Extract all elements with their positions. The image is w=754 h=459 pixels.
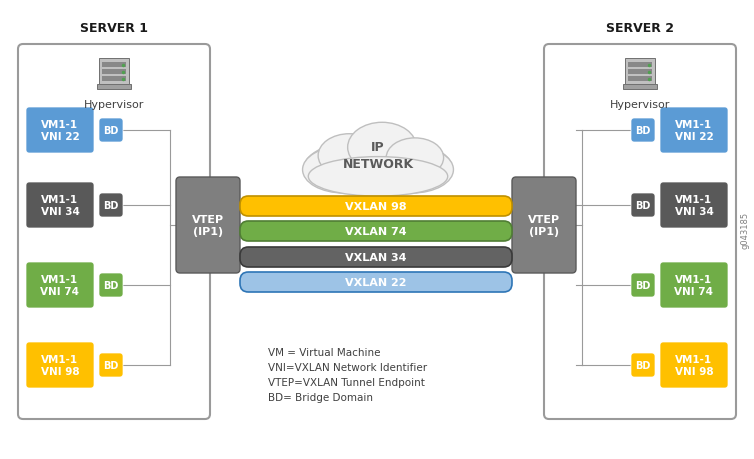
Text: BD: BD [636, 360, 651, 370]
Ellipse shape [318, 134, 381, 178]
Text: Hypervisor: Hypervisor [610, 100, 670, 110]
Text: VM1-1
VNI 98: VM1-1 VNI 98 [675, 354, 713, 376]
Text: BD: BD [636, 126, 651, 136]
FancyBboxPatch shape [176, 178, 240, 274]
Bar [102, 63, 126, 68]
Ellipse shape [348, 123, 416, 173]
Text: SERVER 2: SERVER 2 [606, 22, 674, 34]
Text: IP
NETWORK: IP NETWORK [342, 141, 413, 171]
FancyBboxPatch shape [631, 194, 655, 218]
FancyBboxPatch shape [26, 342, 94, 388]
Ellipse shape [372, 147, 453, 194]
Text: VM1-1
VNI 22: VM1-1 VNI 22 [41, 119, 79, 142]
FancyBboxPatch shape [99, 194, 123, 218]
Text: Hypervisor: Hypervisor [84, 100, 144, 110]
Bar [628, 77, 652, 82]
FancyBboxPatch shape [544, 45, 736, 419]
Text: VTEP
(IP1): VTEP (IP1) [192, 214, 224, 237]
FancyBboxPatch shape [240, 222, 512, 241]
Text: BD: BD [103, 360, 118, 370]
Text: BD: BD [103, 201, 118, 211]
Text: VM1-1
VNI 22: VM1-1 VNI 22 [675, 119, 713, 142]
FancyBboxPatch shape [631, 119, 655, 143]
Bar [99, 59, 129, 85]
Text: VM = Virtual Machine: VM = Virtual Machine [268, 347, 381, 357]
Bar [102, 70, 126, 75]
FancyBboxPatch shape [26, 263, 94, 308]
Text: VTEP=VXLAN Tunnel Endpoint: VTEP=VXLAN Tunnel Endpoint [268, 377, 425, 387]
Bar [625, 59, 655, 85]
Text: BD= Bridge Domain: BD= Bridge Domain [268, 392, 373, 402]
FancyBboxPatch shape [660, 342, 728, 388]
Text: VM1-1
VNI 74: VM1-1 VNI 74 [675, 274, 713, 297]
FancyBboxPatch shape [26, 108, 94, 154]
Text: VTEP
(IP1): VTEP (IP1) [528, 214, 560, 237]
Ellipse shape [386, 139, 443, 178]
Bar [97, 85, 131, 90]
Ellipse shape [302, 147, 385, 194]
Text: BD: BD [636, 201, 651, 211]
Text: SERVER 1: SERVER 1 [80, 22, 148, 34]
FancyBboxPatch shape [26, 183, 94, 229]
Bar [623, 85, 657, 90]
Text: VXLAN 34: VXLAN 34 [345, 252, 406, 263]
Text: VXLAN 74: VXLAN 74 [345, 226, 407, 236]
Text: VNI=VXLAN Network Identifier: VNI=VXLAN Network Identifier [268, 362, 427, 372]
Text: BD: BD [636, 280, 651, 291]
Text: VXLAN 22: VXLAN 22 [345, 277, 406, 287]
Text: VM1-1
VNI 34: VM1-1 VNI 34 [675, 194, 713, 217]
Text: BD: BD [103, 280, 118, 291]
FancyBboxPatch shape [631, 274, 655, 297]
Text: VM1-1
VNI 34: VM1-1 VNI 34 [41, 194, 79, 217]
Text: g043185: g043185 [741, 211, 750, 248]
Ellipse shape [308, 157, 448, 197]
Text: VXLAN 98: VXLAN 98 [345, 202, 407, 212]
FancyBboxPatch shape [18, 45, 210, 419]
Bar [102, 77, 126, 82]
Text: BD: BD [103, 126, 118, 136]
FancyBboxPatch shape [512, 178, 576, 274]
FancyBboxPatch shape [240, 247, 512, 268]
FancyBboxPatch shape [660, 108, 728, 154]
FancyBboxPatch shape [660, 183, 728, 229]
Bar [628, 63, 652, 68]
FancyBboxPatch shape [660, 263, 728, 308]
FancyBboxPatch shape [631, 353, 655, 377]
FancyBboxPatch shape [99, 119, 123, 143]
Text: VM1-1
VNI 98: VM1-1 VNI 98 [41, 354, 79, 376]
FancyBboxPatch shape [240, 196, 512, 217]
FancyBboxPatch shape [240, 272, 512, 292]
Ellipse shape [304, 139, 452, 196]
Bar [628, 70, 652, 75]
FancyBboxPatch shape [99, 274, 123, 297]
FancyBboxPatch shape [99, 353, 123, 377]
Text: VM1-1
VNI 74: VM1-1 VNI 74 [41, 274, 79, 297]
